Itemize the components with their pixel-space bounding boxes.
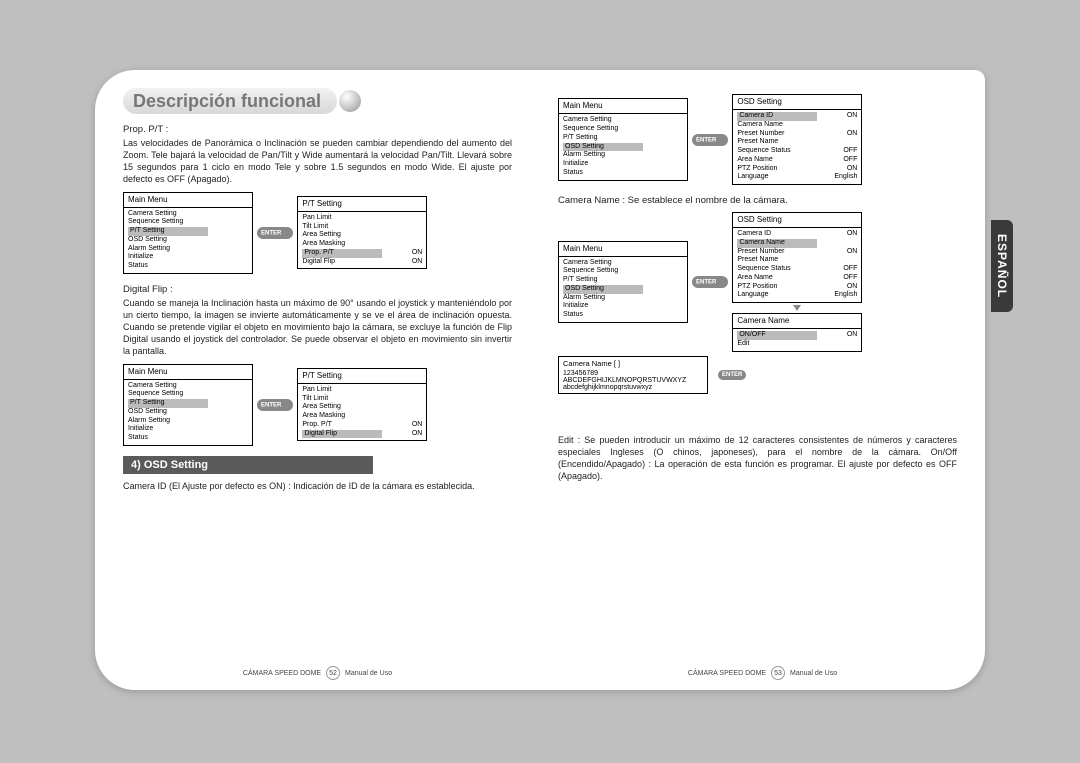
- enter-badge: ENTER: [692, 276, 728, 288]
- camid-text: Camera ID (El Ajuste por defecto es ON) …: [123, 480, 512, 492]
- main-menu-box-4: Main Menu Camera Setting Sequence Settin…: [558, 241, 688, 323]
- pt-menu-box: P/T Setting Pan Limit Tilt Limit Area Se…: [297, 196, 427, 270]
- page-spread: Descripción funcional Prop. P/T : Las ve…: [95, 70, 985, 690]
- enter-badge: ENTER: [257, 227, 293, 239]
- camname-label: Camera Name : Se establece el nombre de …: [558, 195, 957, 206]
- camname-opt-box: Camera Name ON/OFFON Edit: [732, 313, 862, 352]
- enter-badge: ENTER: [692, 134, 728, 146]
- footer-left: CÁMARA SPEED DOME 52 Manual de Uso: [95, 666, 540, 680]
- menu-row-osd1: Main Menu Camera Setting Sequence Settin…: [558, 94, 957, 185]
- flip-label: Digital Flip :: [123, 284, 512, 295]
- main-menu-box-2: Main Menu Camera Setting Sequence Settin…: [123, 364, 253, 446]
- page-title: Descripción funcional: [133, 91, 321, 112]
- title-sphere-icon: [339, 90, 361, 112]
- section-osd: 4) OSD Setting: [123, 456, 373, 474]
- menu-row-flip: Main Menu Camera Setting Sequence Settin…: [123, 364, 512, 446]
- language-tab: ESPAÑOL: [991, 220, 1013, 312]
- pt-menu-box-2: P/T Setting Pan Limit Tilt Limit Area Se…: [297, 368, 427, 442]
- camname-edit-box: Camera Name [ ] 123456789 ABCDEFGHIJKLMN…: [558, 356, 708, 394]
- osd-menu-box-1: OSD Setting Camera IDON Camera Name Pres…: [732, 94, 862, 185]
- right-page: ESPAÑOL Main Menu Camera Setting Sequenc…: [540, 70, 985, 690]
- flip-text: Cuando se maneja la Inclinación hasta un…: [123, 297, 512, 358]
- menu-row-prop: Main Menu Camera Setting Sequence Settin…: [123, 192, 512, 274]
- prop-label: Prop. P/T :: [123, 124, 512, 135]
- osd-menu-box-2: OSD Setting Camera IDON Camera Name Pres…: [732, 212, 862, 303]
- enter-badge: ENTER: [257, 399, 293, 411]
- left-page: Descripción funcional Prop. P/T : Las ve…: [95, 70, 540, 690]
- arrow-down-icon: [793, 305, 801, 311]
- main-menu-box: Main Menu Camera Setting Sequence Settin…: [123, 192, 253, 274]
- osd-stack: OSD Setting Camera IDON Camera Name Pres…: [732, 212, 862, 352]
- title-pill: Descripción funcional: [123, 88, 337, 114]
- main-menu-box-3: Main Menu Camera Setting Sequence Settin…: [558, 98, 688, 180]
- edit-text: Edit : Se pueden introducir un máximo de…: [558, 434, 957, 483]
- title-bar: Descripción funcional: [123, 88, 512, 114]
- enter-badge: ENTER: [718, 370, 746, 380]
- footer-right: CÁMARA SPEED DOME 53 Manual de Uso: [540, 666, 985, 680]
- prop-text: Las velocidades de Panorámica o Inclinac…: [123, 137, 512, 186]
- menu-row-osd2: Main Menu Camera Setting Sequence Settin…: [558, 212, 957, 352]
